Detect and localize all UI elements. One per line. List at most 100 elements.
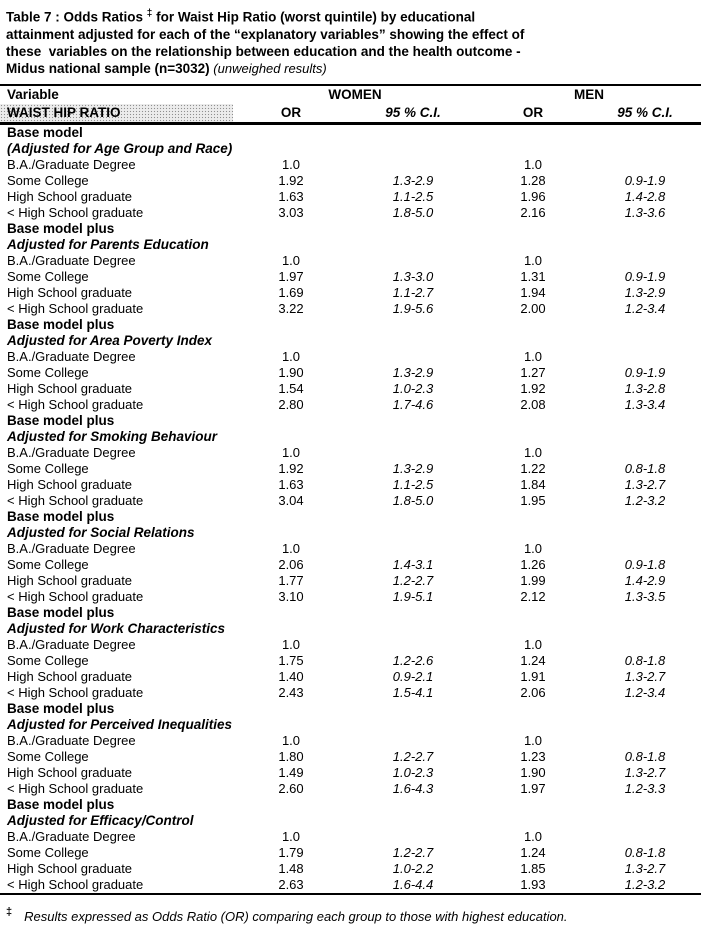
- women-or-value: 1.0: [281, 732, 301, 748]
- men-ci-value: 1.2-3.2: [624, 876, 666, 892]
- table-row: High School graduate 1.63 1.1-2.5 1.96 1…: [0, 189, 701, 205]
- women-ci-value: [349, 541, 477, 557]
- table-row: B.A./Graduate Degree 1.0 1.0: [0, 733, 701, 749]
- women-ci-value: 1.9-5.6: [392, 300, 434, 316]
- women-or-value: 1.0: [281, 348, 301, 364]
- section-heading: Base model plus: [7, 604, 115, 620]
- men-ci-value: 0.9-1.8: [624, 556, 666, 572]
- unweighed-note: (unweighed results): [209, 60, 327, 76]
- section-subheading-row: Adjusted for Smoking Behaviour: [0, 429, 701, 445]
- dagger-symbol: ‡: [146, 8, 153, 19]
- women-or-value: 1.63: [278, 188, 304, 204]
- section-subheading-row: Adjusted for Efficacy/Control: [0, 813, 701, 829]
- men-or-value: 2.06: [520, 684, 546, 700]
- women-or-value: 1.0: [281, 444, 301, 460]
- women-ci-value: 1.1-2.5: [392, 188, 434, 204]
- section-heading-row: Base model plus: [0, 413, 701, 429]
- women-ci-value: 1.8-5.0: [392, 204, 434, 220]
- table-row: Some College 1.75 1.2-2.6 1.24 0.8-1.8: [0, 653, 701, 669]
- men-or-value: 2.00: [520, 300, 546, 316]
- section-heading: Base model plus: [7, 220, 115, 236]
- table-row: < High School graduate 2.43 1.5-4.1 2.06…: [0, 685, 701, 701]
- table-row: B.A./Graduate Degree 1.0 1.0: [0, 253, 701, 269]
- education-level-label: Some College: [7, 172, 89, 188]
- dagger-symbol: ‡: [6, 905, 13, 918]
- section-heading-row: Base model: [0, 123, 701, 141]
- women-or-value: 3.03: [278, 204, 304, 220]
- table-row: < High School graduate 3.10 1.9-5.1 2.12…: [0, 589, 701, 605]
- men-ci-value: [589, 445, 701, 461]
- men-or-value: 1.90: [520, 764, 546, 780]
- men-or-value: 1.31: [520, 268, 546, 284]
- women-ci-value: 1.2-2.6: [392, 652, 434, 668]
- men-ci-value: 0.8-1.8: [624, 748, 666, 764]
- men-or-value: 1.0: [523, 444, 543, 460]
- section-subheading-row: Adjusted for Social Relations: [0, 525, 701, 541]
- title-line-4: Midus national sample (n=3032) (unweighe…: [6, 60, 695, 77]
- education-level-label: Some College: [7, 268, 89, 284]
- women-ci-value: 1.5-4.1: [392, 684, 434, 700]
- women-or-value: 1.48: [278, 860, 304, 876]
- women-or-value: 1.40: [278, 668, 304, 684]
- women-or-value: 1.97: [278, 268, 304, 284]
- section-subheading: (Adjusted for Age Group and Race): [7, 140, 233, 156]
- outcome-header-cell: WAIST HIP RATIO: [0, 103, 233, 125]
- women-ci-value: 1.4-3.1: [392, 556, 434, 572]
- women-ci-value: [349, 829, 477, 845]
- table-row: < High School graduate 3.03 1.8-5.0 2.16…: [0, 205, 701, 221]
- women-ci-value: [349, 733, 477, 749]
- title-line-1: Table 7 : Odds Ratios ‡ for Waist Hip Ra…: [6, 5, 695, 26]
- table-row: B.A./Graduate Degree 1.0 1.0: [0, 157, 701, 173]
- table-row: Some College 1.79 1.2-2.7 1.24 0.8-1.8: [0, 845, 701, 861]
- section-subheading: Adjusted for Social Relations: [7, 524, 195, 540]
- men-ci-value: 1.3-2.7: [624, 668, 666, 684]
- table-title: Table 7 : Odds Ratios ‡ for Waist Hip Ra…: [0, 0, 701, 84]
- women-or-value: 1.79: [278, 844, 304, 860]
- men-or-value: 1.24: [520, 844, 546, 860]
- women-ci-value: 1.0-2.3: [392, 380, 434, 396]
- men-ci-value: 0.8-1.8: [624, 844, 666, 860]
- women-ci-value: 1.1-2.7: [392, 284, 434, 300]
- women-or-value: 1.54: [278, 380, 304, 396]
- section-subheading: Adjusted for Perceived Inequalities: [7, 716, 233, 732]
- section-heading-row: Base model plus: [0, 797, 701, 813]
- women-or-value: 1.92: [278, 172, 304, 188]
- men-or-value: 2.08: [520, 396, 546, 412]
- women-ci-value: [349, 157, 477, 173]
- education-level-label: B.A./Graduate Degree: [7, 156, 136, 172]
- section-heading: Base model: [7, 124, 83, 140]
- women-or-value: 1.80: [278, 748, 304, 764]
- table-row: Some College 1.92 1.3-2.9 1.22 0.8-1.8: [0, 461, 701, 477]
- title-text: Table 7 : Odds Ratios: [6, 9, 147, 25]
- men-or-value: 1.97: [520, 780, 546, 796]
- men-ci-value: 1.3-2.8: [624, 380, 666, 396]
- education-level-label: B.A./Graduate Degree: [7, 828, 136, 844]
- men-ci-value: [589, 637, 701, 653]
- education-level-label: < High School graduate: [7, 780, 144, 796]
- men-ci-value: 0.8-1.8: [624, 652, 666, 668]
- table-row: High School graduate 1.49 1.0-2.3 1.90 1…: [0, 765, 701, 781]
- men-ci-value: 0.9-1.9: [624, 268, 666, 284]
- men-ci-value: 1.2-3.4: [624, 684, 666, 700]
- women-group-header: WOMEN: [233, 83, 477, 104]
- men-ci-value: 1.3-3.6: [624, 204, 666, 220]
- men-or-value: 1.92: [520, 380, 546, 396]
- variable-column-header: Variable: [0, 83, 233, 104]
- table-row: B.A./Graduate Degree 1.0 1.0: [0, 445, 701, 461]
- table-row: < High School graduate 3.22 1.9-5.6 2.00…: [0, 301, 701, 317]
- section-heading: Base model plus: [7, 508, 115, 524]
- men-or-value: 1.0: [523, 540, 543, 556]
- women-or-value: 1.90: [278, 364, 304, 380]
- table-row: High School graduate 1.63 1.1-2.5 1.84 1…: [0, 477, 701, 493]
- section-heading-row: Base model plus: [0, 317, 701, 333]
- table-footnote: ‡ Results expressed as Odds Ratio (OR) co…: [0, 895, 701, 924]
- women-or-value: 3.10: [278, 588, 304, 604]
- section-subheading-row: Adjusted for Area Poverty Index: [0, 333, 701, 349]
- men-or-value: 1.85: [520, 860, 546, 876]
- men-ci-value: 1.4-2.9: [624, 572, 666, 588]
- men-ci-value: 1.3-2.7: [624, 764, 666, 780]
- table-row: < High School graduate 2.60 1.6-4.3 1.97…: [0, 781, 701, 797]
- table-row: B.A./Graduate Degree 1.0 1.0: [0, 829, 701, 845]
- education-level-label: Some College: [7, 652, 89, 668]
